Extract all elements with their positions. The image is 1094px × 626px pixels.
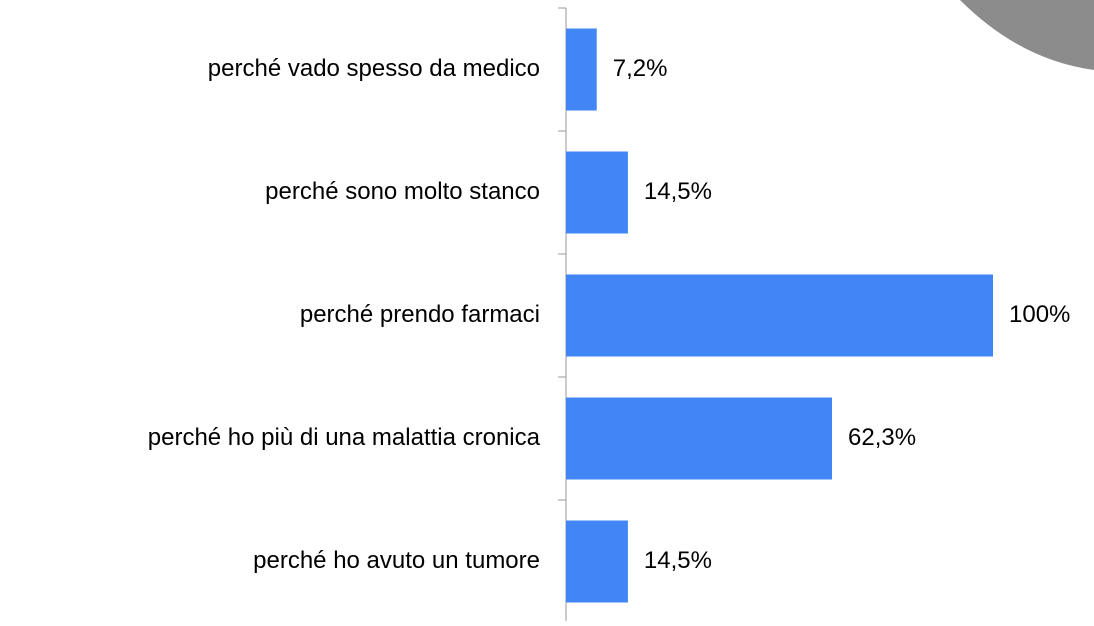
category-label: perché vado spesso da medico (208, 55, 540, 82)
decoration (960, 0, 1094, 70)
bar (566, 151, 628, 234)
value-label: 7,2% (613, 55, 668, 82)
value-label: 62,3% (848, 424, 916, 451)
category-label: perché ho più di una malattia cronica (148, 424, 541, 451)
bar (566, 274, 993, 357)
value-label: 14,5% (644, 547, 712, 574)
value-label: 100% (1009, 301, 1070, 328)
category-label: perché ho avuto un tumore (253, 547, 540, 574)
bar (566, 520, 628, 603)
bar (566, 397, 833, 480)
category-label: perché prendo farmaci (300, 301, 540, 328)
value-label: 14,5% (644, 178, 712, 205)
category-label: perché sono molto stanco (265, 178, 540, 205)
bar (566, 28, 597, 111)
